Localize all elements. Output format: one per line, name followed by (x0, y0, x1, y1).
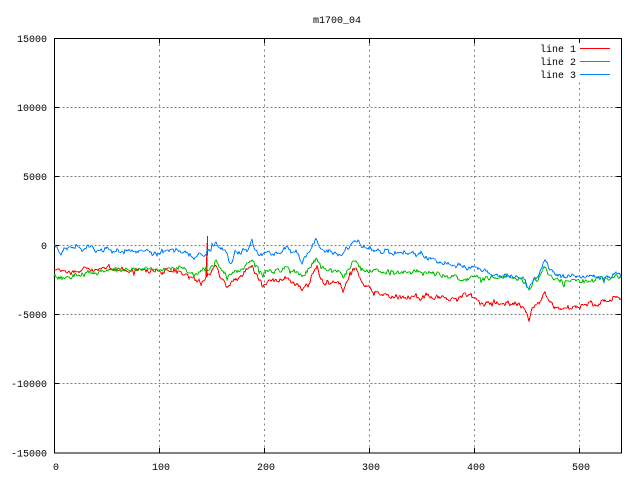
svg-text:500: 500 (572, 463, 590, 474)
svg-text:5000: 5000 (23, 173, 47, 184)
svg-text:0: 0 (41, 242, 47, 253)
svg-text:200: 200 (257, 463, 275, 474)
svg-text:line 2: line 2 (540, 57, 576, 69)
svg-text:-5000: -5000 (17, 311, 47, 322)
svg-text:0: 0 (53, 463, 59, 474)
svg-text:400: 400 (467, 463, 485, 474)
svg-text:line 1: line 1 (540, 44, 576, 56)
svg-text:15000: 15000 (17, 35, 47, 46)
svg-text:-10000: -10000 (11, 380, 47, 391)
svg-text:10000: 10000 (17, 104, 47, 115)
svg-text:line 3: line 3 (540, 70, 576, 82)
svg-text:100: 100 (152, 463, 170, 474)
svg-text:-15000: -15000 (11, 450, 47, 461)
svg-text:m1700_04: m1700_04 (313, 16, 361, 27)
svg-text:300: 300 (362, 463, 380, 474)
